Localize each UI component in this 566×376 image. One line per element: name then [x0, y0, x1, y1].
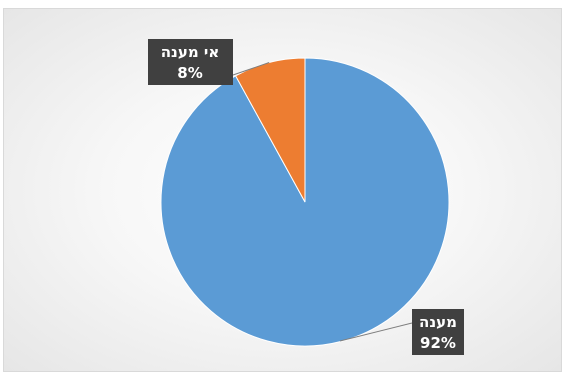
- category-label: מענה: [419, 313, 457, 331]
- data-label-box: [148, 39, 233, 85]
- category-label: אי מענה: [161, 43, 220, 61]
- pie-slices: [160, 57, 450, 347]
- leader-lines: [232, 62, 413, 342]
- value-label: 8%: [177, 64, 202, 82]
- data-label-box: [412, 309, 464, 355]
- leader-line-answer: [339, 322, 413, 342]
- data-label-no-answer: אי מענה 8%: [148, 39, 233, 85]
- leader-line-no-answer: [232, 62, 270, 76]
- data-label-answer: מענה 92%: [412, 309, 464, 355]
- value-label: 92%: [420, 334, 456, 352]
